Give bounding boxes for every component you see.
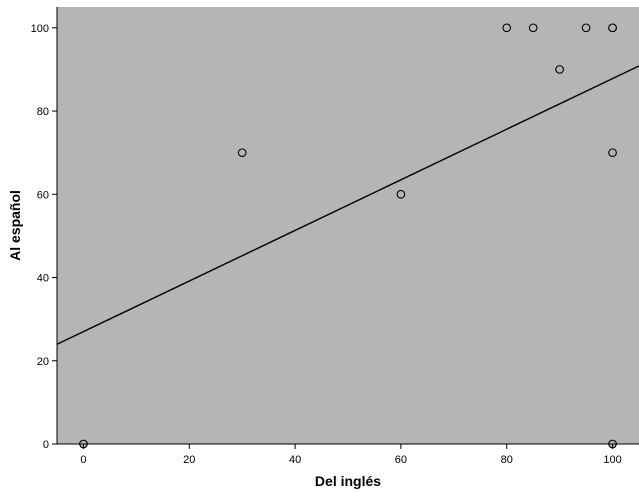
x-tick-label: 80: [501, 454, 513, 466]
y-tick-label: 0: [43, 439, 49, 451]
x-tick-label: 40: [289, 454, 301, 466]
data-point: [581, 23, 591, 33]
x-tick-label: 0: [80, 454, 86, 466]
y-tick-label: 40: [37, 273, 49, 285]
fit-line-layer: [57, 65, 639, 345]
y-axis-title: Al español: [7, 190, 23, 261]
data-point: [502, 23, 512, 33]
points-layer: [79, 23, 617, 449]
y-tick-label: 60: [37, 189, 49, 201]
y-tick-label: 100: [31, 23, 49, 35]
data-point: [608, 23, 617, 33]
y-tick-label: 80: [37, 106, 49, 118]
x-tick-label: 60: [395, 454, 407, 466]
data-point: [528, 23, 538, 33]
x-tick-label: 20: [183, 454, 195, 466]
data-point: [396, 189, 406, 199]
data-point: [237, 148, 247, 158]
fit-line: [57, 65, 639, 345]
x-axis-title: Del inglés: [315, 473, 381, 489]
data-point: [608, 148, 617, 158]
y-tick-label: 20: [37, 356, 49, 368]
plot-area: [57, 7, 639, 444]
x-tick-label: 100: [603, 454, 621, 466]
data-point: [555, 65, 564, 74]
axes-layer: 0 20 40 60 80 100 0 20 40 60 80 100: [31, 7, 639, 466]
